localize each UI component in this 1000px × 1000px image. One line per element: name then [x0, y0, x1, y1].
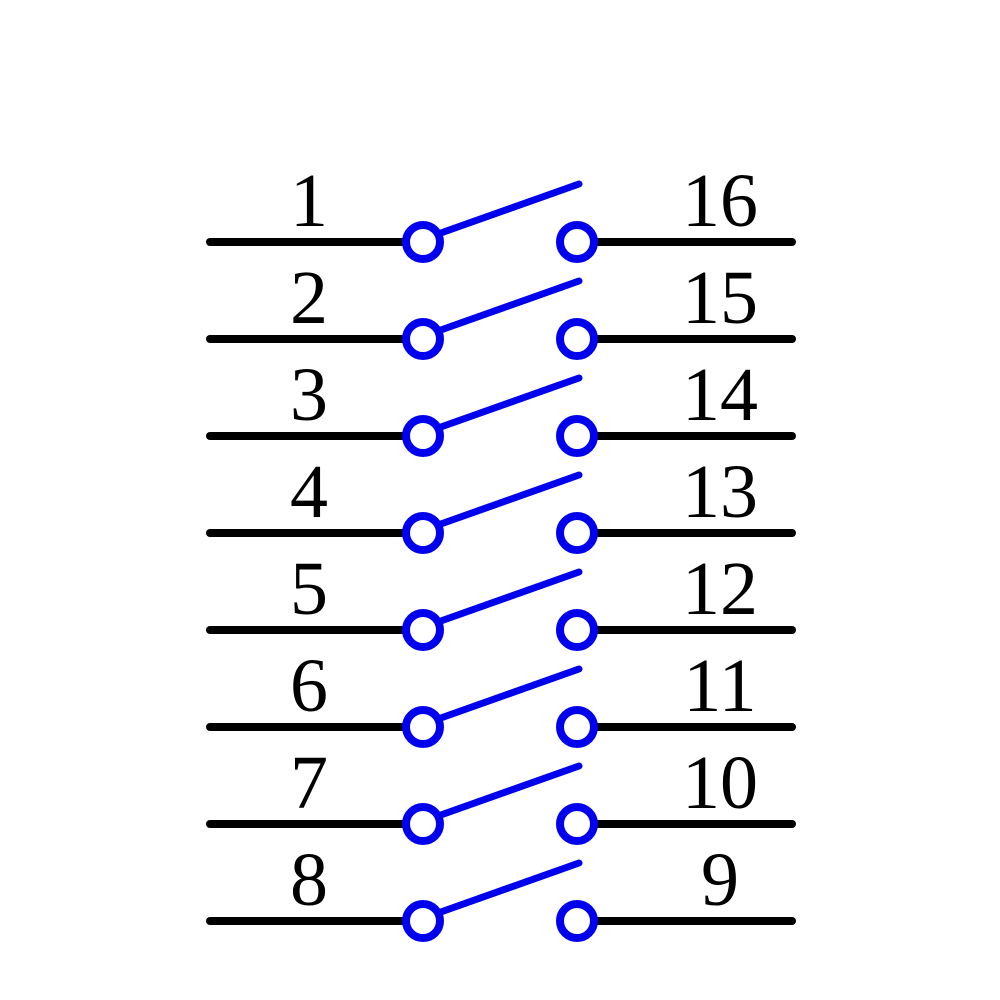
right-contact	[556, 318, 598, 360]
left-pin-label: 2	[290, 256, 328, 340]
right-contact	[556, 512, 598, 554]
left-contact	[402, 318, 444, 360]
left-contact	[402, 221, 444, 263]
left-pin-label: 8	[290, 838, 328, 922]
right-pin-label: 9	[701, 838, 739, 922]
left-pin-label: 7	[290, 741, 328, 825]
right-pin-label: 14	[682, 353, 758, 437]
switch-lever	[434, 762, 583, 820]
left-pin-label: 1	[290, 159, 328, 243]
left-contact	[402, 803, 444, 845]
right-contact	[556, 221, 598, 263]
right-pin-label: 13	[682, 450, 758, 534]
switch-lever	[434, 859, 583, 917]
right-pin-label: 12	[682, 547, 758, 631]
left-contact	[402, 609, 444, 651]
switch-lever	[434, 180, 583, 238]
switch-lever	[434, 568, 583, 626]
left-pin-label: 3	[290, 353, 328, 437]
right-pin-label: 11	[683, 644, 756, 728]
left-pin-label: 6	[290, 644, 328, 728]
right-pin-label: 16	[682, 159, 758, 243]
left-contact	[402, 512, 444, 554]
right-pin-label: 10	[682, 741, 758, 825]
switch-lever	[434, 374, 583, 432]
switch-lever	[434, 277, 583, 335]
right-pin-label: 15	[682, 256, 758, 340]
switch-lever	[434, 665, 583, 723]
right-contact	[556, 803, 598, 845]
switch-lever	[434, 471, 583, 529]
left-pin-label: 4	[290, 450, 328, 534]
left-contact	[402, 706, 444, 748]
left-contact	[402, 900, 444, 942]
right-contact	[556, 706, 598, 748]
left-contact	[402, 415, 444, 457]
left-pin-label: 5	[290, 547, 328, 631]
right-contact	[556, 900, 598, 942]
right-contact	[556, 609, 598, 651]
right-contact	[556, 415, 598, 457]
